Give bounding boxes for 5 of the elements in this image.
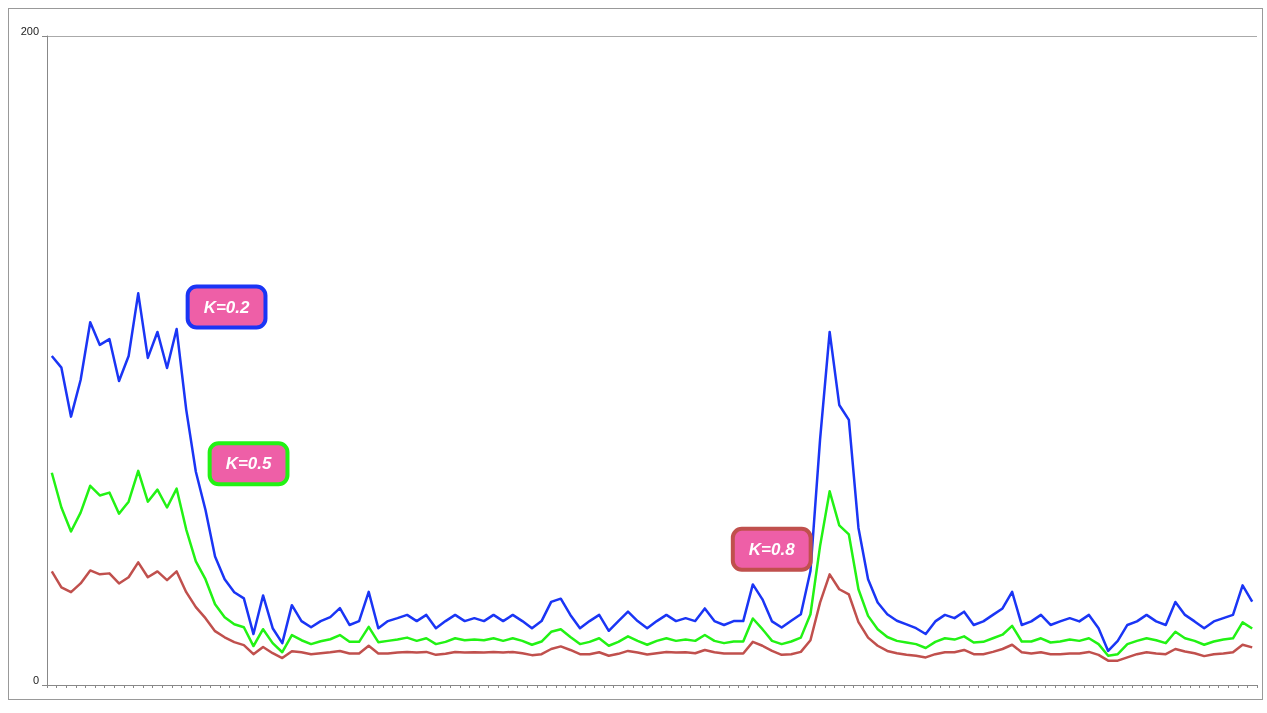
y-tick-label: 200: [20, 24, 39, 37]
series-label: K=0.2: [203, 297, 251, 317]
text: K=0.8: [748, 539, 796, 559]
text: K=0.5: [225, 454, 273, 474]
y-tick-label: 0: [32, 673, 39, 686]
